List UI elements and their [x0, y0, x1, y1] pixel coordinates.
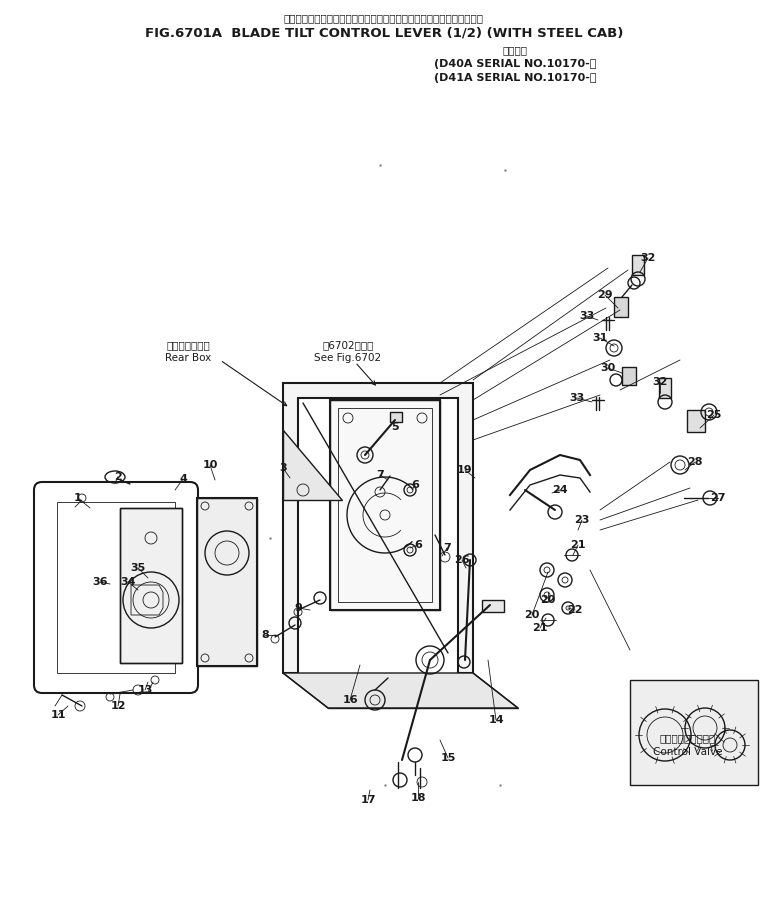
Text: 22: 22 — [568, 605, 583, 615]
Text: 9: 9 — [294, 603, 302, 613]
Bar — [482, 600, 504, 612]
Bar — [390, 412, 402, 422]
Text: 25: 25 — [707, 410, 722, 420]
Text: 28: 28 — [687, 457, 703, 467]
Text: 27: 27 — [710, 493, 726, 503]
Text: 7: 7 — [443, 543, 451, 553]
Text: 26: 26 — [454, 555, 470, 565]
Text: 21: 21 — [532, 623, 548, 633]
Bar — [687, 410, 705, 432]
Text: 20: 20 — [525, 610, 540, 620]
Text: 6: 6 — [414, 540, 422, 550]
Text: (D41A SERIAL NO.10170-）: (D41A SERIAL NO.10170-） — [434, 73, 596, 83]
Text: (D40A SERIAL NO.10170-）: (D40A SERIAL NO.10170-） — [434, 59, 596, 69]
Text: 15: 15 — [440, 753, 455, 763]
Bar — [338, 408, 432, 602]
Text: 33: 33 — [569, 393, 584, 403]
Text: 13: 13 — [137, 685, 153, 695]
Text: 20: 20 — [541, 595, 556, 605]
Text: 17: 17 — [360, 795, 376, 805]
Text: See Fig.6702: See Fig.6702 — [314, 353, 382, 363]
Text: 10: 10 — [202, 460, 217, 470]
Bar — [622, 367, 636, 385]
Text: ブレード　チルト　コントロール　レバー　　　　　スチールキャブ付: ブレード チルト コントロール レバー スチールキャブ付 — [284, 13, 484, 23]
Text: リヤーボックス: リヤーボックス — [166, 340, 210, 350]
Text: 4: 4 — [179, 474, 187, 484]
Text: FIG.6701A  BLADE TILT CONTROL LEVER (1/2) (WITH STEEL CAB): FIG.6701A BLADE TILT CONTROL LEVER (1/2)… — [145, 27, 623, 39]
Bar — [57, 502, 175, 673]
Text: 30: 30 — [601, 363, 616, 373]
Text: 第6702図参照: 第6702図参照 — [323, 340, 374, 350]
Text: 6: 6 — [411, 480, 419, 490]
Text: 18: 18 — [410, 793, 425, 803]
Text: 7: 7 — [376, 470, 384, 480]
Text: 14: 14 — [488, 715, 504, 725]
Text: コントロールバルブ: コントロールバルブ — [660, 733, 716, 743]
Text: 24: 24 — [552, 485, 568, 495]
Bar — [120, 508, 182, 663]
Text: 34: 34 — [121, 577, 136, 587]
Text: 29: 29 — [598, 290, 613, 300]
Bar — [197, 498, 257, 666]
Text: 2: 2 — [114, 472, 122, 482]
Bar — [614, 297, 628, 317]
Text: 1: 1 — [74, 493, 82, 503]
Text: 33: 33 — [579, 311, 594, 321]
Text: 5: 5 — [391, 422, 399, 432]
Text: 3: 3 — [280, 463, 286, 473]
Text: 適用号機: 適用号機 — [502, 45, 528, 55]
Text: 19: 19 — [457, 465, 473, 475]
Text: Control Valve: Control Valve — [654, 747, 723, 757]
Text: 32: 32 — [641, 253, 656, 263]
Polygon shape — [283, 430, 342, 500]
Text: 32: 32 — [652, 377, 667, 387]
Text: 31: 31 — [592, 333, 607, 343]
Bar — [632, 255, 644, 275]
Bar — [330, 400, 440, 610]
Text: Rear Box: Rear Box — [165, 353, 211, 363]
Bar — [630, 680, 758, 785]
Bar — [120, 508, 182, 663]
Text: 35: 35 — [131, 563, 146, 573]
Text: 23: 23 — [574, 515, 590, 525]
Text: 11: 11 — [50, 710, 66, 720]
Bar — [659, 378, 671, 398]
Text: 16: 16 — [343, 695, 358, 705]
Text: 8: 8 — [261, 630, 269, 640]
Bar — [330, 400, 440, 610]
Polygon shape — [283, 383, 473, 673]
Bar — [197, 498, 257, 666]
Polygon shape — [283, 673, 518, 708]
Text: 36: 36 — [92, 577, 108, 587]
Text: 12: 12 — [111, 701, 126, 711]
Text: 21: 21 — [571, 540, 586, 550]
